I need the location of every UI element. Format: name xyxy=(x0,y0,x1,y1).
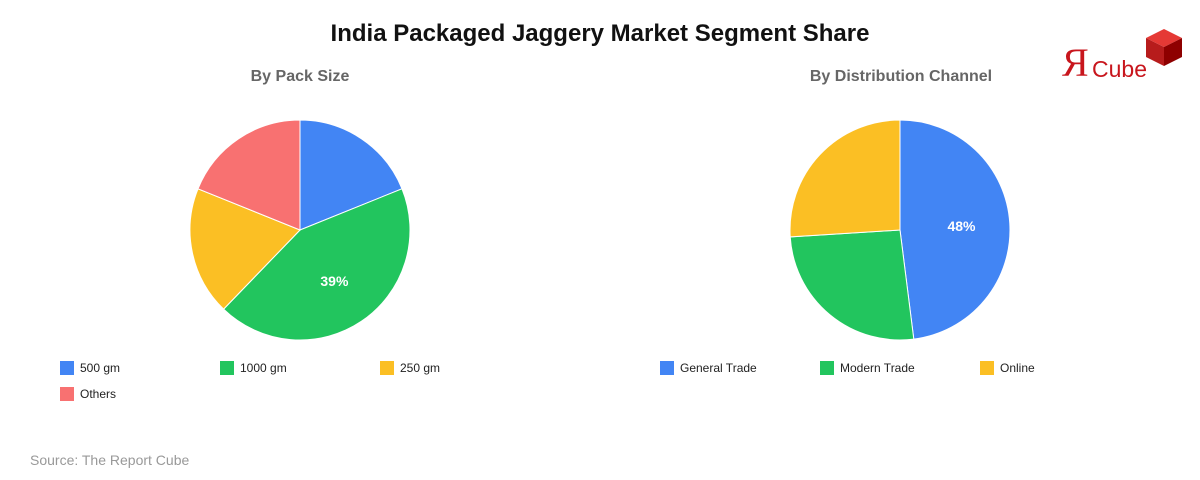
legend-label: 500 gm xyxy=(80,361,121,375)
pack-size-pie-chart: 39% xyxy=(189,119,411,341)
data-label-1000-gm: 39% xyxy=(320,273,349,289)
legend-item-500-gm: 500 gm xyxy=(60,361,120,375)
legend-item-online: Online xyxy=(980,361,1035,375)
legend-swatch xyxy=(980,361,994,375)
data-label-general-trade: 48% xyxy=(947,218,976,234)
legend-swatch xyxy=(60,361,74,375)
pie-slice-250-gm xyxy=(189,188,301,310)
red-cube-icon xyxy=(1146,29,1182,66)
legend-label: 1000 gm xyxy=(240,361,287,375)
report-cube-logo: Я Cube xyxy=(1062,29,1182,82)
pie-slice-others xyxy=(197,119,301,231)
legend-swatch xyxy=(60,387,74,401)
legend-swatch xyxy=(220,361,234,375)
logo-mark: Я xyxy=(1062,40,1089,82)
legend-label: Online xyxy=(1000,361,1035,375)
legend-item-1000-gm: 1000 gm xyxy=(220,361,287,375)
logo-text: Cube xyxy=(1092,56,1147,82)
source-note: Source: The Report Cube xyxy=(30,452,190,468)
legend-item-modern-trade: Modern Trade xyxy=(820,361,915,375)
legend-item-others: Others xyxy=(60,387,116,401)
legend-swatch xyxy=(380,361,394,375)
legend-swatch xyxy=(820,361,834,375)
pie-slice-modern-trade xyxy=(789,229,915,341)
distribution-channel-pie-chart: 48% xyxy=(789,119,1011,341)
pie-slice-1000-gm xyxy=(222,188,411,341)
legend-item-250-gm: 250 gm xyxy=(380,361,440,375)
distribution-channel-pie-title: By Distribution Channel xyxy=(809,68,993,85)
legend-item-general-trade: General Trade xyxy=(660,361,757,375)
chart-title: India Packaged Jaggery Market Segment Sh… xyxy=(330,20,870,47)
pack-size-pie-title: By Pack Size xyxy=(250,68,350,85)
legend-label: 250 gm xyxy=(400,361,441,375)
pie-slice-general-trade xyxy=(899,119,1011,340)
legend-label: Others xyxy=(80,387,117,401)
legend-label: General Trade xyxy=(680,361,757,375)
legend-label: Modern Trade xyxy=(840,361,915,375)
pie-slice-500-gm xyxy=(299,119,403,231)
legend-swatch xyxy=(660,361,674,375)
pie-slice-online xyxy=(789,119,901,238)
